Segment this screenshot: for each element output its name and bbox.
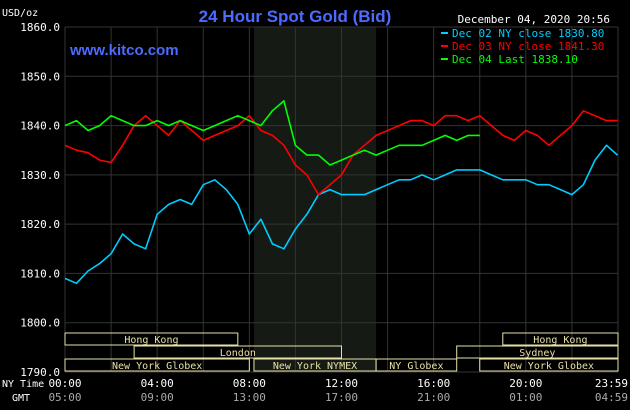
series-lines xyxy=(64,100,619,285)
session-label: Hong Kong xyxy=(124,335,178,346)
x-tick-label-gmt: 21:00 xyxy=(417,391,450,404)
session-box xyxy=(133,345,342,359)
x-tick-label-ny: 08:00 xyxy=(233,377,266,390)
session-box xyxy=(375,358,458,372)
x-tick-label-ny: 00:00 xyxy=(48,377,81,390)
x-tick-label-ny: 04:00 xyxy=(141,377,174,390)
legend-entry: Dec 03 NY close 1841.30 xyxy=(452,40,604,53)
x-tick-label-ny: 16:00 xyxy=(417,377,450,390)
series-line xyxy=(64,144,619,285)
y-tick-label: 1810.0 xyxy=(20,267,60,280)
x-tick-label-gmt: 13:00 xyxy=(233,391,266,404)
legend-entry: Dec 04 Last 1838.10 xyxy=(452,53,578,66)
session-label: New York Globex xyxy=(504,361,594,372)
session-box xyxy=(456,345,619,359)
session-box xyxy=(64,358,250,372)
session-box xyxy=(64,332,239,346)
session-label: Sydney xyxy=(519,348,555,359)
y-tick-label: 1850.0 xyxy=(20,70,60,83)
y-tick-label: 1820.0 xyxy=(20,218,60,231)
unit-label: USD/oz xyxy=(2,8,38,19)
y-tick-label: 1840.0 xyxy=(20,120,60,133)
session-label: New York NYMEX xyxy=(273,361,357,372)
y-tick-label: 1790.0 xyxy=(20,366,60,379)
website-label: www.kitco.com xyxy=(69,42,179,59)
x-tick-label-gmt: 01:00 xyxy=(509,391,542,404)
y-tick-label: 1860.0 xyxy=(20,21,60,34)
grid-lines xyxy=(64,26,619,373)
x-tick-label-gmt: 09:00 xyxy=(141,391,174,404)
x-tick-label-ny: 20:00 xyxy=(509,377,542,390)
gmt-label: GMT xyxy=(12,393,30,404)
chart-title: 24 Hour Spot Gold (Bid) xyxy=(199,7,392,26)
session-label: London xyxy=(220,348,256,359)
x-tick-label-ny: 23:59 xyxy=(595,377,628,390)
timestamp: December 04, 2020 20:56 xyxy=(458,13,610,26)
x-tick-label-gmt: 17:00 xyxy=(325,391,358,404)
series-line xyxy=(64,110,618,196)
session-box xyxy=(479,358,619,372)
series-line xyxy=(64,100,480,166)
x-tick-label-gmt: 05:00 xyxy=(48,391,81,404)
y-tick-label: 1800.0 xyxy=(20,317,60,330)
legend-entry: Dec 02 NY close 1830.80 xyxy=(452,27,604,40)
x-tick-label-gmt: 04:59 xyxy=(595,391,628,404)
y-tick-label: 1830.0 xyxy=(20,169,60,182)
session-label: NY Globex xyxy=(389,361,443,372)
y-axis-labels: 1860.0 1850.0 1840.0 1830.0 1820.0 1810.0 1800… xyxy=(20,21,60,379)
session-box xyxy=(502,332,619,346)
session-label: Hong Kong xyxy=(533,335,587,346)
trading-sessions: Hong Kong Hong Kong London Sydney New York G… xyxy=(64,332,619,372)
x-tick-label-ny: 12:00 xyxy=(325,377,358,390)
session-label: New York Globex xyxy=(112,361,202,372)
ny-time-label: NY Time xyxy=(2,379,44,390)
